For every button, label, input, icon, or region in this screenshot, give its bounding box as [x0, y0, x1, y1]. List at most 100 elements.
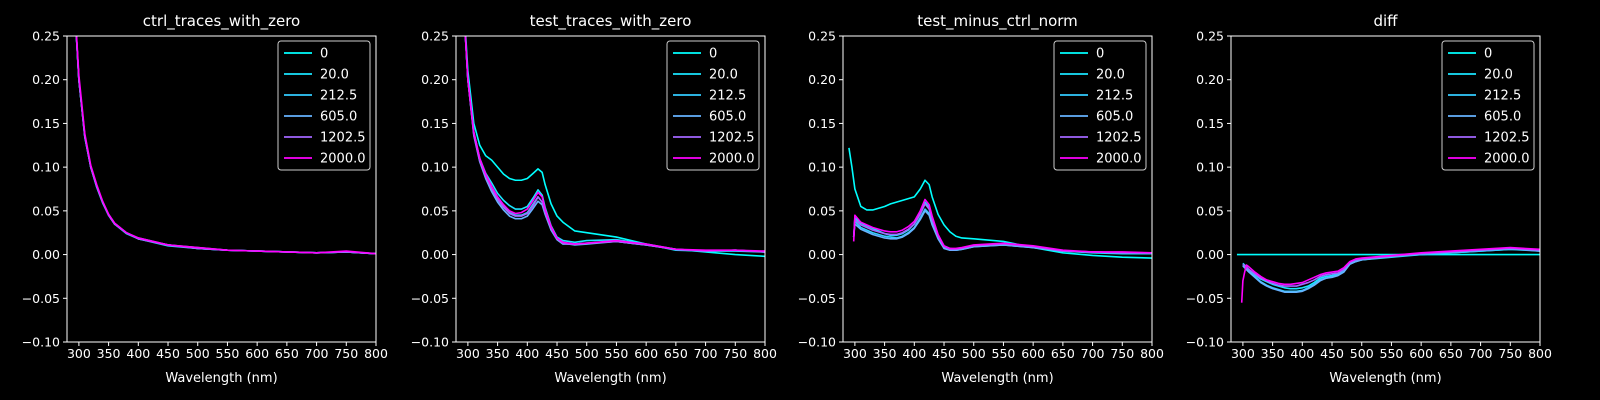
x-tick-label: 800	[1140, 346, 1164, 361]
legend-entry: 605.0	[1484, 110, 1521, 125]
x-tick-label: 700	[694, 346, 718, 361]
y-tick-label: −0.10	[1186, 335, 1224, 350]
x-tick-label: 650	[1051, 346, 1075, 361]
chart-title: test_minus_ctrl_norm	[917, 12, 1078, 31]
legend-entry: 20.0	[1484, 68, 1513, 83]
chart-title: diff	[1373, 12, 1398, 30]
x-axis-label: Wavelength (nm)	[554, 371, 666, 386]
legend: 0 20.0 212.5 605.0 1202.5 2000.0	[1053, 40, 1147, 171]
y-tick-label: 0.10	[1196, 160, 1224, 175]
x-tick-label: 450	[932, 346, 956, 361]
legend-entry: 212.5	[709, 89, 746, 104]
y-tick-label: 0.05	[808, 203, 836, 218]
y-tick-label: 0.10	[32, 160, 60, 175]
y-tick-label: 0.25	[1196, 29, 1224, 44]
x-tick-label: 300	[67, 346, 91, 361]
y-tick-label: −0.05	[798, 291, 836, 306]
legend-entry: 2000.0	[1484, 152, 1530, 167]
y-tick-label: 0.00	[32, 247, 60, 262]
chart-title: ctrl_traces_with_zero	[143, 12, 300, 31]
y-tick-label: 0.20	[808, 72, 836, 87]
series-group	[75, 36, 376, 255]
axes-frame	[1230, 35, 1541, 343]
series-group	[1236, 246, 1540, 303]
y-tick-label: −0.05	[22, 291, 60, 306]
x-tick-label: 300	[843, 346, 867, 361]
x-tick-label: 550	[1380, 346, 1404, 361]
y-tick-label: 0.20	[421, 72, 449, 87]
y-tick-label: 0.10	[421, 160, 449, 175]
x-tick-label: 550	[605, 346, 629, 361]
x-tick-label: 450	[1320, 346, 1344, 361]
series-line-2000.0	[464, 36, 765, 252]
x-tick-label: 350	[486, 346, 510, 361]
y-tick-label: 0.00	[808, 247, 836, 262]
x-tick-label: 600	[1021, 346, 1045, 361]
x-tick-label: 400	[1290, 346, 1314, 361]
legend-entry: 212.5	[320, 89, 357, 104]
axes-frame	[842, 35, 1153, 343]
x-axis-label: Wavelength (nm)	[1329, 371, 1441, 386]
x-tick-label: 800	[364, 346, 388, 361]
legend: 0 20.0 212.5 605.0 1202.5 2000.0	[1441, 40, 1535, 171]
x-tick-label: 350	[1261, 346, 1285, 361]
y-tick-label: 0.25	[808, 29, 836, 44]
y-tick-label: −0.10	[411, 335, 449, 350]
series-group	[848, 147, 1152, 259]
y-tick-label: 0.05	[1196, 203, 1224, 218]
x-tick-label: 600	[1409, 346, 1433, 361]
series-line-605.0	[852, 210, 1152, 254]
subplot-2: 300 350 400 450 500 550 600 650 700 750 800 −0.10 −0…	[411, 12, 777, 386]
y-tick-label: 0.15	[421, 116, 449, 131]
series-line-2000.0	[1240, 246, 1540, 303]
axes-frame	[455, 35, 766, 343]
legend-entry: 605.0	[709, 110, 746, 125]
x-tick-label: 500	[186, 346, 210, 361]
axes-frame	[66, 35, 377, 343]
y-tick-label: −0.10	[22, 335, 60, 350]
x-tick-label: 750	[1498, 346, 1522, 361]
series-line-2000.0	[75, 36, 376, 255]
x-tick-label: 400	[902, 346, 926, 361]
x-tick-label: 600	[245, 346, 269, 361]
x-tick-label: 450	[545, 346, 569, 361]
legend-entry: 1202.5	[1484, 131, 1530, 146]
legend-entry: 2000.0	[320, 152, 366, 167]
legend-entry: 1202.5	[709, 131, 755, 146]
series-line-1202.5	[1242, 247, 1540, 287]
legend-entry: 2000.0	[709, 152, 755, 167]
y-tick-label: 0.25	[421, 29, 449, 44]
legend-entry: 20.0	[1096, 68, 1125, 83]
y-tick-label: 0.10	[808, 160, 836, 175]
legend-entry: 212.5	[1096, 89, 1133, 104]
x-tick-label: 550	[216, 346, 240, 361]
x-tick-label: 650	[275, 346, 299, 361]
x-tick-label: 300	[1231, 346, 1255, 361]
legend-entry: 0	[709, 47, 717, 62]
legend-entry: 20.0	[709, 68, 738, 83]
x-tick-label: 700	[305, 346, 329, 361]
x-tick-label: 700	[1081, 346, 1105, 361]
y-tick-label: −0.05	[411, 291, 449, 306]
y-tick-label: 0.20	[32, 72, 60, 87]
x-tick-label: 650	[1439, 346, 1463, 361]
x-tick-label: 800	[753, 346, 777, 361]
x-tick-label: 350	[97, 346, 121, 361]
series-line-1202.5	[464, 36, 765, 253]
x-tick-label: 350	[873, 346, 897, 361]
series-group	[464, 36, 765, 258]
legend-entry: 605.0	[320, 110, 357, 125]
legend-entry: 212.5	[1484, 89, 1521, 104]
y-tick-label: 0.05	[32, 203, 60, 218]
subplot-4: 300 350 400 450 500 550 600 650 700 750 800 −0.10 −0…	[1186, 12, 1552, 386]
y-tick-label: 0.15	[32, 116, 60, 131]
x-tick-label: 750	[1110, 346, 1134, 361]
legend-entry: 605.0	[1096, 110, 1133, 125]
legend-entry: 1202.5	[1096, 131, 1142, 146]
legend: 0 20.0 212.5 605.0 1202.5 2000.0	[277, 40, 371, 171]
x-tick-label: 500	[962, 346, 986, 361]
legend-entry: 20.0	[320, 68, 349, 83]
x-tick-label: 600	[634, 346, 658, 361]
series-line-2000.0	[852, 198, 1152, 254]
